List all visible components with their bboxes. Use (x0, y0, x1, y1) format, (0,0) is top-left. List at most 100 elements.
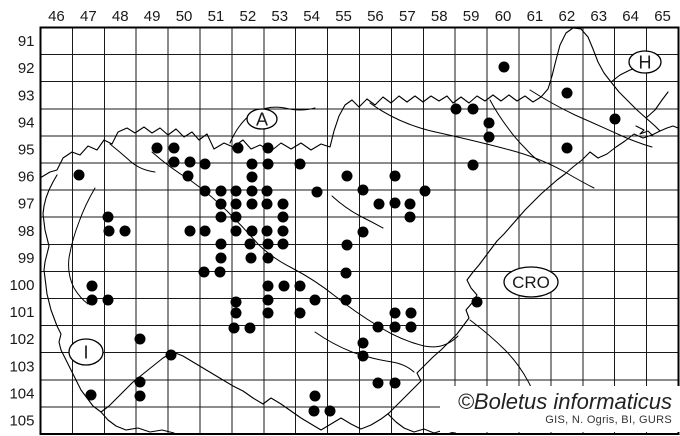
column-label: 57 (399, 8, 416, 25)
row-label: 102 (9, 331, 34, 348)
record-dot (246, 198, 258, 210)
grid-lines (39, 26, 680, 435)
record-dot (277, 211, 289, 223)
record-dot (134, 333, 146, 345)
record-dot (244, 322, 256, 334)
row-label: 105 (9, 412, 34, 429)
region-letter: CRO (512, 273, 550, 292)
record-dot (119, 225, 131, 237)
record-dot (165, 349, 177, 361)
record-dot (199, 158, 211, 170)
record-dot (405, 321, 417, 333)
occurrence-dots (73, 61, 621, 417)
record-dot (389, 321, 401, 333)
column-label: 49 (144, 8, 161, 25)
record-dot (357, 337, 369, 349)
region-labels: A H CRO I (68, 50, 662, 366)
record-dot (357, 350, 369, 362)
column-label: 56 (367, 8, 384, 25)
record-dot (340, 267, 352, 279)
record-dot (467, 159, 479, 171)
region-label-austria: A (246, 108, 278, 130)
record-dot (215, 252, 227, 264)
grid-row-labels: 91 92 93 94 95 96 97 98 99 100 101 102 103 104 105 (9, 33, 34, 429)
record-dot (340, 294, 352, 306)
record-dot (151, 142, 163, 154)
record-dot (483, 117, 495, 129)
column-label: 55 (335, 8, 352, 25)
record-dot (246, 158, 258, 170)
record-dot (294, 280, 306, 292)
column-label: 60 (495, 8, 512, 25)
record-dot (471, 296, 483, 308)
record-dot (483, 131, 495, 143)
record-dot (389, 377, 401, 389)
row-label: 96 (18, 169, 35, 186)
record-dot (102, 211, 114, 223)
record-dot (184, 156, 196, 168)
record-dot (215, 185, 227, 197)
record-dot (230, 211, 242, 223)
record-dot (278, 280, 290, 292)
region-letter: I (83, 342, 88, 362)
record-dot (184, 225, 196, 237)
record-dot (214, 266, 226, 278)
record-dot (561, 142, 573, 154)
row-label: 94 (18, 114, 35, 131)
record-dot (228, 322, 240, 334)
record-dot (215, 211, 227, 223)
record-dot (134, 390, 146, 402)
record-dot (309, 390, 321, 402)
credits-text: GIS, N. Ogris, BI, GURS (543, 414, 674, 426)
record-dot (199, 185, 211, 197)
record-dot (246, 185, 258, 197)
record-dot (230, 225, 242, 237)
grid-column-labels: 46 47 48 49 50 51 52 53 54 55 56 57 58 59 60 61 62 63 64 65 (48, 8, 671, 25)
column-label: 63 (590, 8, 607, 25)
record-dot (230, 296, 242, 308)
record-dot (262, 280, 274, 292)
row-label: 97 (18, 196, 35, 213)
record-dot (373, 198, 385, 210)
record-dot (86, 294, 98, 306)
column-label: 61 (527, 8, 544, 25)
row-label: 103 (9, 358, 34, 375)
record-dot (404, 198, 416, 210)
record-dot (450, 103, 462, 115)
record-dot (134, 376, 146, 388)
record-dot (262, 142, 274, 154)
column-label: 53 (271, 8, 288, 25)
record-dot (230, 198, 242, 210)
record-dot (405, 307, 417, 319)
record-dot (404, 211, 416, 223)
record-dot (467, 103, 479, 115)
record-dot (341, 239, 353, 251)
column-label: 58 (431, 8, 448, 25)
record-dot (261, 225, 273, 237)
column-label: 62 (559, 8, 576, 25)
record-dot (168, 142, 180, 154)
column-label: 65 (654, 8, 671, 25)
record-dot (168, 156, 180, 168)
record-dot (498, 61, 510, 73)
column-label: 51 (208, 8, 225, 25)
record-dot (324, 405, 336, 417)
record-dot (245, 252, 257, 264)
record-dot (372, 377, 384, 389)
row-label: 93 (18, 87, 35, 104)
record-dot (215, 238, 227, 250)
record-dot (262, 252, 274, 264)
record-dot (294, 158, 306, 170)
record-dot (230, 185, 242, 197)
column-label: 54 (303, 8, 320, 25)
record-dot (372, 321, 384, 333)
record-dot (561, 87, 573, 99)
region-label-italy: I (68, 338, 104, 366)
river-mouth-mark (635, 125, 654, 137)
record-dot (232, 142, 244, 154)
record-dot (103, 225, 115, 237)
coastline (100, 411, 175, 434)
copyright-text: ©Boletus informaticus (457, 389, 672, 414)
record-dot (389, 307, 401, 319)
